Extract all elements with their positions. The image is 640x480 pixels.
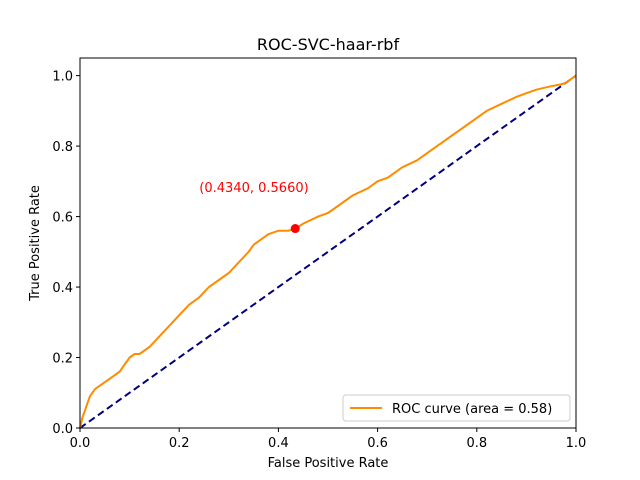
y-axis-label: True Positive Rate bbox=[28, 185, 43, 302]
point-annotation: (0.4340, 0.5660) bbox=[199, 181, 308, 196]
chart-title: ROC-SVC-haar-rbf bbox=[257, 35, 400, 54]
x-tick-label: 1.0 bbox=[566, 436, 587, 451]
roc-curve-line bbox=[79, 74, 577, 429]
y-tick-label: 0.2 bbox=[52, 352, 73, 367]
x-tick-label: 0.4 bbox=[268, 436, 289, 451]
x-tick-label: 0.8 bbox=[466, 436, 487, 451]
x-axis-label: False Positive Rate bbox=[268, 456, 389, 471]
legend: ROC curve (area = 0.58) bbox=[342, 394, 571, 422]
x-tick-label: 0.2 bbox=[169, 436, 190, 451]
x-tick-label: 0.6 bbox=[367, 436, 388, 451]
chance-diagonal-line bbox=[79, 74, 577, 429]
x-tick-label: 0.0 bbox=[70, 436, 91, 451]
y-tick-label: 0.4 bbox=[52, 281, 73, 296]
y-tick-label: 0.8 bbox=[52, 140, 73, 155]
operating-point-marker bbox=[290, 224, 300, 234]
x-axis-ticks: 0.0 0.2 0.4 0.6 0.8 1.0 bbox=[70, 428, 587, 451]
plot-area bbox=[79, 74, 577, 429]
y-axis-ticks: 0.0 0.2 0.4 0.6 0.8 1.0 bbox=[52, 70, 80, 437]
y-tick-label: 0.0 bbox=[52, 422, 73, 437]
y-tick-label: 0.6 bbox=[52, 211, 73, 226]
legend-box bbox=[342, 394, 571, 422]
y-tick-label: 1.0 bbox=[52, 70, 73, 85]
axes-frame bbox=[79, 57, 577, 429]
legend-entry-roc: ROC curve (area = 0.58) bbox=[392, 402, 552, 417]
